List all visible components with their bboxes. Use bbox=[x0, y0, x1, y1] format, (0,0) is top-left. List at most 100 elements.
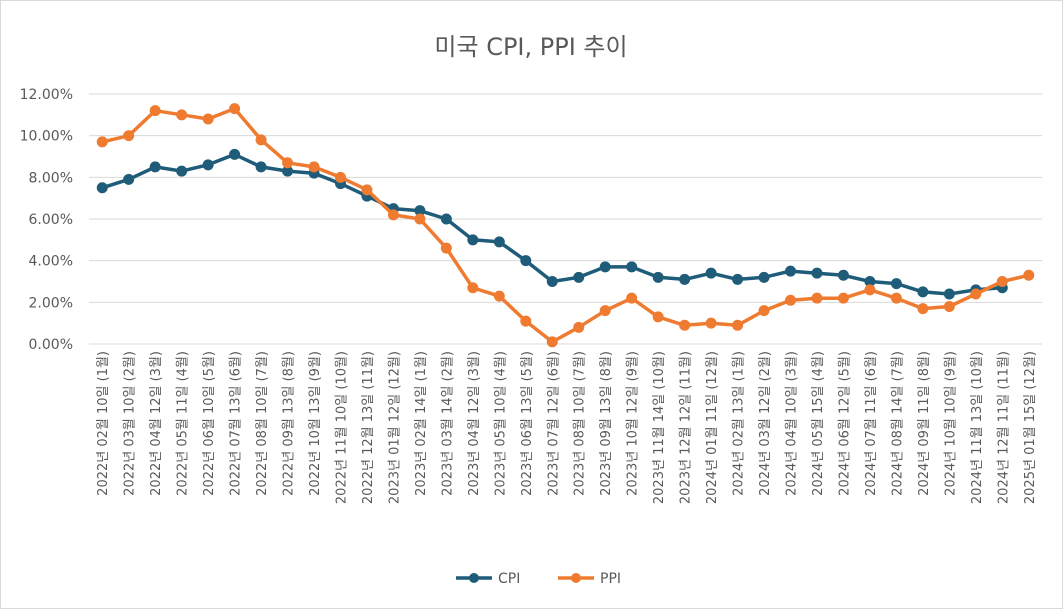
x-tick-label: 2024년 02월 13일 (1월) bbox=[732, 351, 747, 496]
x-tick-label: 2025년 01월 15일 (12월) bbox=[1023, 351, 1038, 504]
series-cpi bbox=[96, 148, 1008, 300]
x-axis: 2022년 02월 10일 (1월) 2022년 03월 10일 (2월) 2022… bbox=[96, 351, 1038, 504]
data-point-ppi bbox=[96, 136, 108, 148]
data-point-ppi bbox=[652, 311, 664, 323]
data-point-ppi bbox=[123, 130, 135, 142]
x-tick-label: 2024년 08월 14일 (7월) bbox=[890, 351, 905, 496]
y-tick-label: 6.00% bbox=[29, 212, 73, 228]
data-point-cpi bbox=[202, 159, 214, 171]
data-point-cpi bbox=[626, 261, 638, 273]
legend-item-ppi: PPI bbox=[558, 571, 621, 587]
data-point-ppi bbox=[599, 305, 611, 317]
data-point-cpi bbox=[149, 161, 161, 173]
data-point-ppi bbox=[149, 105, 161, 117]
series-ppi bbox=[96, 103, 1035, 348]
data-point-ppi bbox=[520, 315, 532, 327]
data-point-ppi bbox=[943, 301, 955, 312]
x-tick-label: 2023년 12월 12일 (11월) bbox=[679, 351, 694, 504]
data-point-cpi bbox=[917, 286, 929, 298]
x-tick-label: 2022년 02월 10일 (1월) bbox=[96, 351, 111, 496]
data-point-ppi bbox=[679, 319, 691, 331]
x-tick-label: 2023년 07월 12일 (6월) bbox=[546, 351, 561, 496]
data-point-ppi bbox=[282, 157, 294, 169]
data-point-ppi bbox=[361, 184, 373, 196]
data-point-ppi bbox=[255, 134, 267, 146]
data-point-ppi bbox=[917, 303, 929, 315]
x-tick-label: 2022년 09월 13일 (8월) bbox=[282, 351, 297, 496]
x-tick-label: 2024년 04월 10일 (3월) bbox=[785, 351, 800, 496]
x-tick-label: 2022년 03월 10일 (2월) bbox=[123, 351, 138, 496]
y-tick-label: 12.00% bbox=[20, 87, 73, 103]
data-point-ppi bbox=[387, 209, 399, 221]
x-tick-label: 2024년 10월 10일 (9월) bbox=[943, 351, 958, 496]
x-tick-label: 2024년 07월 11일 (6월) bbox=[864, 351, 879, 496]
x-tick-label: 2024년 12월 11일 (11월) bbox=[996, 351, 1011, 504]
data-point-cpi bbox=[176, 165, 188, 177]
x-tick-label: 2023년 05월 10일 (4월) bbox=[493, 351, 508, 496]
x-tick-label: 2023년 10월 12일 (9월) bbox=[626, 351, 641, 496]
x-tick-label: 2022년 04월 12일 (3월) bbox=[149, 351, 164, 496]
x-tick-label: 2024년 06월 12일 (5월) bbox=[837, 351, 852, 496]
data-point-ppi bbox=[546, 336, 558, 348]
x-tick-label: 2022년 12월 13일 (11월) bbox=[361, 351, 376, 504]
legend-swatch-marker bbox=[469, 573, 479, 583]
data-point-cpi bbox=[890, 278, 902, 290]
y-tick-label: 8.00% bbox=[29, 170, 73, 186]
y-tick-label: 0.00% bbox=[29, 337, 73, 353]
x-tick-label: 2024년 11월 13일 (10월) bbox=[970, 351, 985, 504]
data-point-cpi bbox=[123, 173, 135, 185]
data-point-ppi bbox=[811, 292, 823, 304]
data-point-ppi bbox=[229, 103, 241, 115]
data-point-ppi bbox=[440, 242, 452, 254]
x-tick-label: 2024년 09월 11일 (8월) bbox=[917, 351, 932, 496]
data-point-cpi bbox=[96, 182, 108, 194]
data-point-cpi bbox=[837, 269, 849, 281]
data-point-ppi bbox=[1023, 269, 1035, 281]
data-point-cpi bbox=[758, 271, 770, 283]
data-point-ppi bbox=[970, 288, 982, 300]
data-point-ppi bbox=[573, 321, 585, 333]
x-tick-label: 2023년 09월 13일 (8월) bbox=[599, 351, 614, 496]
y-tick-label: 2.00% bbox=[29, 295, 73, 311]
legend-label: CPI bbox=[498, 571, 520, 587]
x-tick-label: 2023년 03월 14일 (2월) bbox=[440, 351, 455, 496]
x-tick-label: 2023년 01월 12일 (12월) bbox=[387, 351, 402, 504]
data-point-ppi bbox=[176, 109, 188, 121]
data-point-cpi bbox=[705, 267, 717, 279]
x-tick-label: 2022년 11월 10일 (10월) bbox=[334, 351, 349, 504]
x-tick-label: 2023년 06월 13일 (5월) bbox=[520, 351, 535, 496]
data-point-ppi bbox=[758, 305, 770, 317]
data-point-ppi bbox=[493, 290, 505, 302]
data-point-cpi bbox=[943, 288, 955, 300]
x-tick-label: 2024년 01월 11일 (12월) bbox=[705, 351, 720, 504]
data-point-cpi bbox=[255, 161, 267, 173]
x-tick-label: 2024년 03월 12일 (2월) bbox=[758, 351, 773, 496]
data-point-ppi bbox=[837, 292, 849, 304]
data-point-ppi bbox=[705, 317, 717, 329]
legend-item-cpi: CPI bbox=[456, 571, 520, 587]
data-point-ppi bbox=[467, 282, 479, 294]
data-point-ppi bbox=[732, 319, 744, 331]
data-point-cpi bbox=[573, 271, 585, 283]
series-line-ppi bbox=[101, 106, 1030, 344]
data-point-cpi bbox=[467, 234, 479, 246]
legend: CPI PPI bbox=[456, 571, 621, 587]
data-point-cpi bbox=[546, 276, 558, 287]
data-point-ppi bbox=[202, 113, 214, 125]
legend-swatch-marker bbox=[571, 573, 581, 583]
data-point-cpi bbox=[440, 213, 452, 225]
data-point-ppi bbox=[626, 292, 638, 304]
gridlines bbox=[89, 93, 1042, 345]
y-axis: 0.00% 2.00% 4.00% 6.00% 8.00% 10.00% 12.00% bbox=[20, 87, 73, 353]
x-tick-label: 2022년 08월 10일 (7월) bbox=[255, 351, 270, 496]
data-point-cpi bbox=[493, 236, 505, 248]
series-group bbox=[96, 103, 1035, 348]
data-point-ppi bbox=[996, 276, 1008, 287]
data-point-cpi bbox=[520, 255, 532, 267]
data-point-cpi bbox=[785, 265, 797, 277]
chart-title: 미국 CPI, PPI 추이 bbox=[434, 33, 627, 61]
data-point-ppi bbox=[785, 294, 797, 306]
data-point-cpi bbox=[599, 261, 611, 273]
